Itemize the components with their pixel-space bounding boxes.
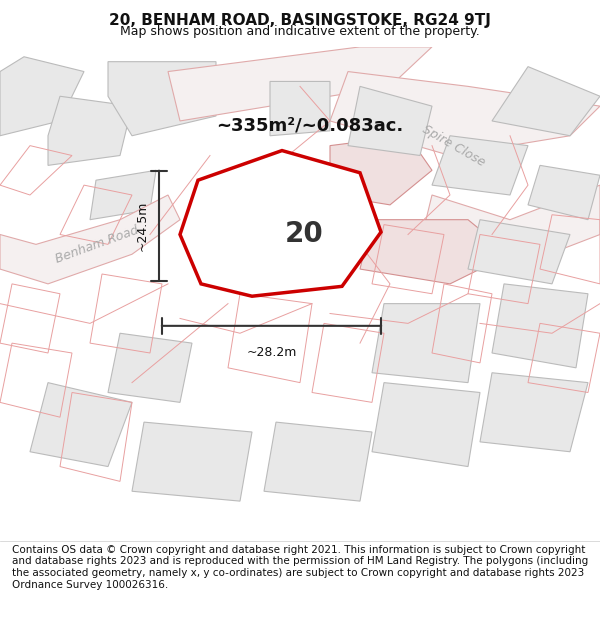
Polygon shape — [480, 372, 588, 452]
Polygon shape — [432, 136, 528, 195]
Polygon shape — [492, 284, 588, 368]
Text: 20: 20 — [285, 221, 324, 249]
Polygon shape — [270, 81, 330, 136]
Polygon shape — [492, 67, 600, 136]
Polygon shape — [360, 219, 510, 284]
Polygon shape — [264, 422, 372, 501]
Polygon shape — [372, 382, 480, 466]
Polygon shape — [330, 71, 600, 156]
Polygon shape — [90, 170, 156, 219]
Polygon shape — [228, 205, 312, 274]
Polygon shape — [420, 185, 600, 269]
Text: ~24.5m: ~24.5m — [135, 201, 148, 251]
Text: Benham Road: Benham Road — [54, 223, 141, 266]
Text: Map shows position and indicative extent of the property.: Map shows position and indicative extent… — [120, 26, 480, 39]
Polygon shape — [372, 304, 480, 382]
Polygon shape — [132, 422, 252, 501]
Polygon shape — [0, 195, 180, 284]
Polygon shape — [348, 86, 432, 156]
Polygon shape — [48, 96, 132, 166]
Text: Contains OS data © Crown copyright and database right 2021. This information is : Contains OS data © Crown copyright and d… — [12, 545, 588, 589]
Polygon shape — [30, 382, 132, 466]
Polygon shape — [528, 166, 600, 219]
Polygon shape — [468, 219, 570, 284]
Text: ~28.2m: ~28.2m — [247, 346, 296, 359]
Polygon shape — [108, 62, 216, 136]
Text: Spire Close: Spire Close — [420, 122, 487, 169]
Polygon shape — [168, 47, 432, 121]
Text: ~335m²/~0.083ac.: ~335m²/~0.083ac. — [216, 117, 403, 135]
Polygon shape — [180, 151, 381, 296]
Polygon shape — [0, 57, 84, 136]
Polygon shape — [330, 136, 432, 205]
FancyBboxPatch shape — [0, 47, 600, 541]
Polygon shape — [108, 333, 192, 402]
Text: 20, BENHAM ROAD, BASINGSTOKE, RG24 9TJ: 20, BENHAM ROAD, BASINGSTOKE, RG24 9TJ — [109, 13, 491, 28]
